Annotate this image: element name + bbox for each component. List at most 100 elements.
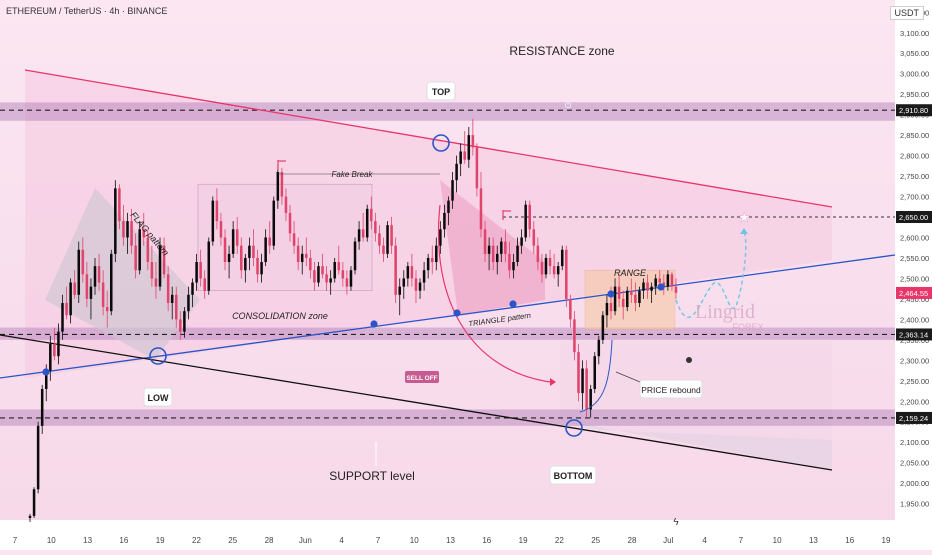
trendline-touch-dot [509, 300, 517, 308]
candle-body [158, 245, 162, 287]
candle-body [260, 262, 263, 275]
x-tick-label: 13 [446, 536, 455, 545]
x-tick-label: 7 [739, 536, 744, 545]
x-tick-label: 19 [156, 536, 165, 545]
price-tag [896, 411, 932, 424]
candle-body [353, 241, 357, 271]
candle-body [447, 200, 450, 213]
currency-label[interactable]: USDT [889, 6, 924, 20]
x-tick-label: 25 [591, 536, 600, 545]
candle-body [317, 266, 320, 283]
x-tick-label: 4 [702, 536, 707, 545]
candle-body [361, 229, 365, 238]
descending-support-line [0, 334, 833, 471]
candle-body [504, 241, 507, 254]
price-tag-label: 2,363.14 [899, 330, 928, 339]
y-tick-label: 2,850.00 [900, 131, 929, 140]
candle-body [528, 204, 531, 230]
candle-body [345, 278, 349, 287]
candle-body [309, 257, 312, 271]
y-tick-label: 2,700.00 [900, 193, 929, 202]
x-tick-label: 10 [47, 536, 56, 545]
rebound-pointer [615, 371, 641, 383]
candle-body [105, 307, 109, 312]
candle-body [552, 266, 556, 275]
candle-body [638, 290, 641, 303]
candle-body [154, 278, 158, 287]
top-circle [432, 134, 450, 152]
candle-body [296, 245, 300, 263]
candle-body [49, 343, 52, 371]
trendline-touch-dot [42, 368, 50, 376]
candle-body [223, 237, 227, 263]
candle-body [512, 262, 515, 271]
watermark-subtext: FOREX [732, 322, 763, 332]
candle-body [585, 368, 588, 410]
candle-body [467, 135, 471, 160]
candle-body [410, 266, 414, 279]
candle-body [548, 257, 552, 267]
y-tick-label: 2,300.00 [900, 356, 929, 365]
candle-body [235, 229, 239, 246]
candle-body [199, 262, 202, 279]
x-tick-label: 13 [83, 536, 92, 545]
candle-body [166, 274, 170, 303]
candle-body [329, 278, 332, 283]
projection-path [675, 231, 747, 318]
candle-body [544, 257, 548, 275]
candle-body [459, 151, 462, 164]
x-tick-label: 10 [410, 536, 419, 545]
candle-body [402, 278, 406, 287]
candle-body [589, 388, 592, 410]
x-tick-label: 22 [192, 536, 201, 545]
resistance-trendline [24, 69, 833, 208]
candle-body [532, 229, 536, 246]
top-label-box [426, 81, 456, 101]
trendline-touch-dot [607, 290, 615, 298]
x-tick-label: Jun [299, 536, 312, 545]
candle-body [443, 212, 446, 230]
candle-body [654, 278, 657, 287]
candle-body [646, 282, 649, 291]
candle-body [101, 282, 105, 308]
candle-body [524, 204, 527, 238]
x-tick-label: 10 [773, 536, 782, 545]
candle-body [313, 270, 316, 283]
candle-body [435, 245, 438, 263]
candle-body [97, 266, 101, 283]
candle-body [227, 253, 231, 263]
y-tick-label: 2,750.00 [900, 172, 929, 181]
candle-body [215, 200, 219, 222]
y-tick-label: 2,400.00 [900, 315, 929, 324]
candle-body [398, 286, 401, 295]
candle-body [418, 282, 422, 291]
x-tick-label: 16 [482, 536, 491, 545]
candle-body [593, 356, 597, 389]
candle-body [565, 249, 568, 299]
candle-body [658, 278, 662, 283]
candle-body [597, 339, 601, 357]
candle-body [483, 229, 487, 254]
candle-body [321, 266, 324, 275]
upper-wedge-area [25, 70, 832, 378]
y-tick-label: 3,050.00 [900, 49, 929, 58]
rebound-arrow [579, 339, 613, 413]
candle-body [57, 331, 60, 357]
candle-body [365, 208, 369, 238]
candle-body [500, 241, 503, 254]
price-tag [896, 286, 932, 299]
candle-body [581, 368, 584, 394]
flag-box [45, 188, 200, 360]
candle-body [370, 208, 373, 222]
candle-body [61, 302, 64, 332]
price-tag-label: 2,464.55 [899, 289, 928, 298]
candle-body [44, 370, 48, 389]
candle-body [280, 171, 284, 197]
candle-body [73, 282, 76, 295]
candle-body [357, 229, 361, 242]
candle-body [471, 135, 475, 148]
candle-body [325, 274, 328, 283]
resistance-zone-label: RESISTANCE zone [509, 44, 614, 58]
